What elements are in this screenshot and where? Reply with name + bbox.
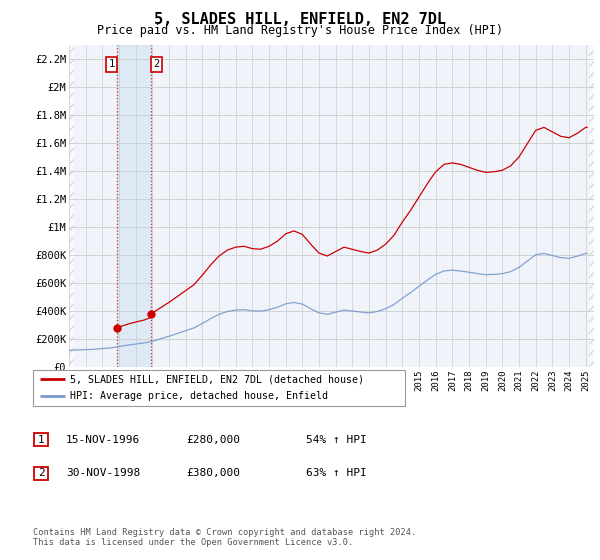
Text: Contains HM Land Registry data © Crown copyright and database right 2024.
This d: Contains HM Land Registry data © Crown c…: [33, 528, 416, 547]
Text: £380,000: £380,000: [186, 468, 240, 478]
Text: 2: 2: [38, 468, 45, 478]
Bar: [117, 45, 151, 367]
Text: HPI: Average price, detached house, Enfield: HPI: Average price, detached house, Enfi…: [70, 391, 328, 401]
Text: 63% ↑ HPI: 63% ↑ HPI: [306, 468, 367, 478]
Text: 30-NOV-1998: 30-NOV-1998: [66, 468, 140, 478]
Text: 15-NOV-1996: 15-NOV-1996: [66, 435, 140, 445]
Text: £280,000: £280,000: [186, 435, 240, 445]
Text: Price paid vs. HM Land Registry's House Price Index (HPI): Price paid vs. HM Land Registry's House …: [97, 24, 503, 36]
Bar: [589, 45, 594, 367]
Text: 54% ↑ HPI: 54% ↑ HPI: [306, 435, 367, 445]
Text: 5, SLADES HILL, ENFIELD, EN2 7DL (detached house): 5, SLADES HILL, ENFIELD, EN2 7DL (detach…: [70, 375, 364, 384]
Text: 2: 2: [154, 59, 160, 69]
Text: 1: 1: [108, 59, 115, 69]
Text: 1: 1: [38, 435, 45, 445]
Text: 5, SLADES HILL, ENFIELD, EN2 7DL: 5, SLADES HILL, ENFIELD, EN2 7DL: [154, 12, 446, 27]
FancyBboxPatch shape: [34, 466, 49, 480]
FancyBboxPatch shape: [34, 433, 49, 446]
FancyBboxPatch shape: [33, 370, 405, 406]
Bar: [69, 45, 74, 367]
